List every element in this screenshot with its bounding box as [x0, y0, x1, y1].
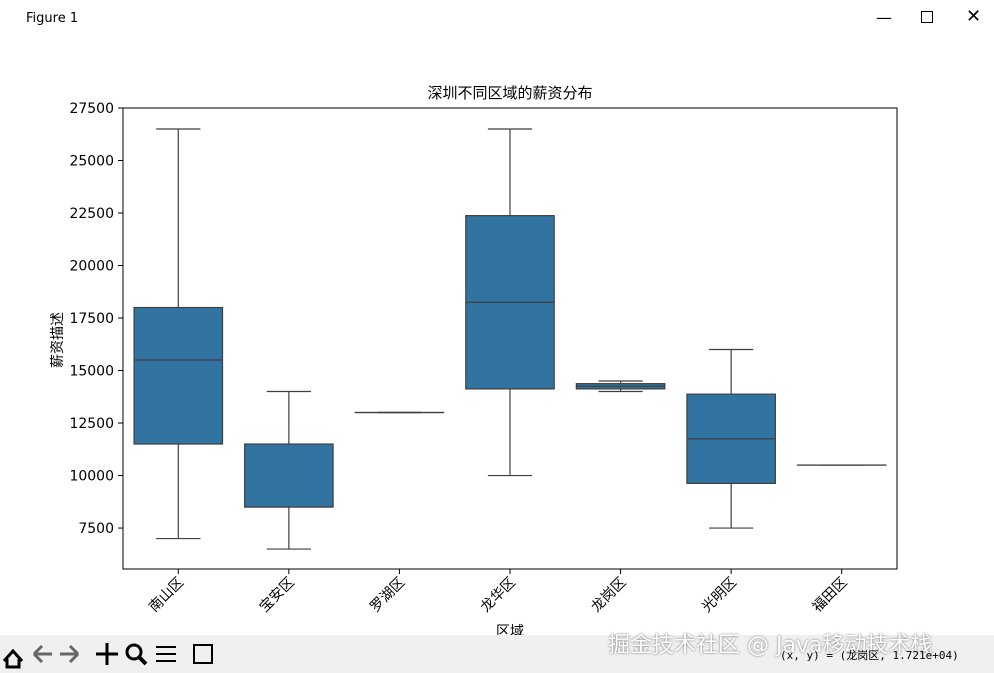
y-tick-label: 27500	[69, 101, 114, 117]
back-button[interactable]	[32, 644, 52, 664]
forward-button[interactable]	[60, 644, 80, 664]
toolbar: 掘金技术社区 @ Java移动技术栈 (x, y) = (龙岗区, 1.721e…	[0, 633, 994, 673]
close[interactable]: ✕	[966, 6, 982, 27]
pan-button[interactable]	[96, 643, 118, 665]
x-axis-label: 区域	[496, 624, 524, 635]
save-button[interactable]	[193, 644, 213, 664]
y-tick-label: 22500	[69, 206, 114, 222]
box	[244, 443, 334, 508]
x-tick-label: 光明区	[699, 575, 740, 616]
window-title: Figure 1	[26, 11, 79, 26]
status-text: (x, y) = (龙岗区, 1.721e+04)	[780, 649, 959, 662]
maximize[interactable]	[921, 11, 933, 23]
x-tick-label: 龙华区	[478, 575, 519, 616]
chart: 深圳不同区域的薪资分布 区域 薪资描述 7500 10000 12500 15000 1…	[50, 84, 898, 635]
y-tick-label: 12500	[69, 416, 114, 432]
box	[133, 306, 224, 445]
y-tick-label: 10000	[69, 469, 114, 485]
watermark: 掘金技术社区 @ Java移动技术栈	[608, 633, 933, 658]
zoom-button[interactable]	[125, 643, 143, 661]
x-tick-label: 宝安区	[257, 575, 298, 616]
y-tick-label: 20000	[69, 259, 114, 275]
title-bar: Figure 1 — ✕	[0, 0, 994, 38]
home-button[interactable]	[2, 648, 24, 669]
y-tick-label: 7500	[78, 521, 114, 537]
y-tick-label: 17500	[69, 311, 114, 327]
x-tick-label: 南山区	[146, 575, 187, 616]
toolbar-icons	[2, 643, 213, 669]
x-tick-label: 龙岗区	[588, 575, 629, 616]
x-tick-label: 罗湖区	[367, 575, 408, 616]
x-tick-label: 福田区	[810, 575, 851, 616]
y-tick-label: 15000	[69, 364, 114, 380]
y-tick-label: 25000	[69, 154, 114, 170]
y-axis-label: 薪资描述	[50, 312, 66, 368]
configure-button[interactable]	[156, 646, 176, 662]
chart-title: 深圳不同区域的薪资分布	[427, 84, 592, 102]
minimize[interactable]: —	[876, 8, 892, 27]
